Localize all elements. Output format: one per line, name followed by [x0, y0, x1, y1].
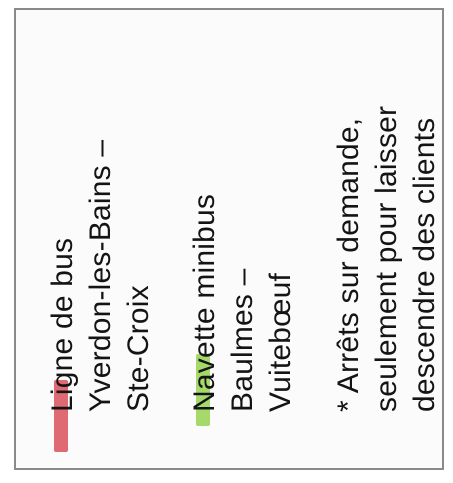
minibus-shuttle-label: Navette minibus Baulmes – Vuitebœuf: [186, 194, 300, 412]
minibus-shuttle-swatch: [196, 354, 210, 426]
note-line-2: seulement pour laisser: [370, 105, 403, 412]
minibus-label-line-3: Vuitebœuf: [264, 272, 297, 412]
bus-line-label-line-3: Ste-Croix: [122, 285, 155, 412]
bus-line-swatch: [54, 380, 68, 452]
legend-box: [14, 8, 444, 470]
bus-line-label-line-1: Ligne de bus: [46, 237, 79, 412]
stop-request-note: * Arrêts sur demande, seulement pour lai…: [330, 106, 444, 412]
note-line-3: descendre des clients: [408, 117, 441, 412]
bus-line-label-line-2: Yverdon-les-Bains –: [84, 139, 117, 412]
note-line-1: * Arrêts sur demande,: [332, 117, 365, 412]
minibus-label-line-2: Baulmes –: [226, 268, 259, 412]
minibus-label-line-1: Navette minibus: [188, 193, 221, 412]
bus-line-label: Ligne de bus Yverdon-les-Bains – Ste-Cro…: [44, 140, 158, 412]
